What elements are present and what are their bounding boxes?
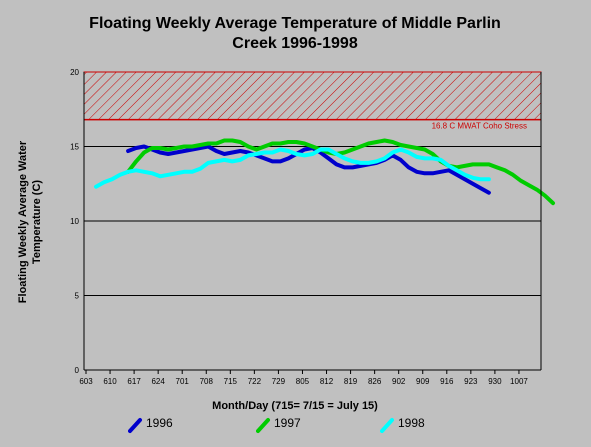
legend-label-1997: 1997 bbox=[274, 416, 301, 430]
x-tick-label-1007: 1007 bbox=[510, 377, 528, 386]
series-line-1998 bbox=[94, 147, 491, 189]
x-tick-label-902: 902 bbox=[392, 377, 406, 386]
chart-title: Floating Weekly Average Temperature of M… bbox=[60, 14, 530, 54]
x-tick-label-610: 610 bbox=[103, 377, 117, 386]
chart-title-line-2: Creek 1996-1998 bbox=[232, 35, 358, 52]
x-tick-label-923: 923 bbox=[464, 377, 478, 386]
y-tick-label-5: 5 bbox=[75, 292, 80, 301]
legend-label-1998: 1998 bbox=[398, 416, 425, 430]
series-line-1996 bbox=[126, 144, 491, 195]
plot-area: 16.8 C MWAT Coho Stress 0 5 10 15 20 603 610 61… bbox=[70, 68, 555, 386]
legend-swatch-1998 bbox=[380, 418, 394, 433]
x-tick-label-819: 819 bbox=[344, 377, 358, 386]
legend-swatch-1996 bbox=[128, 418, 142, 433]
y-tick-label-0: 0 bbox=[75, 366, 80, 375]
x-tick-label-701: 701 bbox=[176, 377, 190, 386]
x-tick-label-916: 916 bbox=[440, 377, 454, 386]
x-tick-label-715: 715 bbox=[224, 377, 238, 386]
x-tick-label-624: 624 bbox=[151, 377, 165, 386]
y-tick-label-20: 20 bbox=[70, 68, 79, 77]
x-axis-label: Month/Day (715= 7/15 = July 15) bbox=[212, 400, 378, 412]
x-tick-label-722: 722 bbox=[248, 377, 262, 386]
y-tick-label-10: 10 bbox=[70, 217, 79, 226]
x-tick-label-603: 603 bbox=[79, 377, 93, 386]
x-tick-label-617: 617 bbox=[127, 377, 141, 386]
x-tick-label-708: 708 bbox=[200, 377, 214, 386]
x-tick-label-826: 826 bbox=[368, 377, 382, 386]
x-tick-label-909: 909 bbox=[416, 377, 430, 386]
x-tick-label-805: 805 bbox=[296, 377, 310, 386]
x-tick-label-930: 930 bbox=[488, 377, 502, 386]
x-tick-label-729: 729 bbox=[272, 377, 286, 386]
x-tick-label-812: 812 bbox=[320, 377, 334, 386]
legend-swatch-1997 bbox=[256, 418, 270, 433]
chart-title-line-1: Floating Weekly Average Temperature of M… bbox=[89, 15, 501, 32]
threshold-band bbox=[83, 71, 542, 121]
series-line-1997 bbox=[126, 138, 555, 206]
threshold-label: 16.8 C MWAT Coho Stress bbox=[432, 122, 527, 131]
y-tick-label-15: 15 bbox=[70, 143, 79, 152]
legend-label-1996: 1996 bbox=[146, 416, 173, 430]
